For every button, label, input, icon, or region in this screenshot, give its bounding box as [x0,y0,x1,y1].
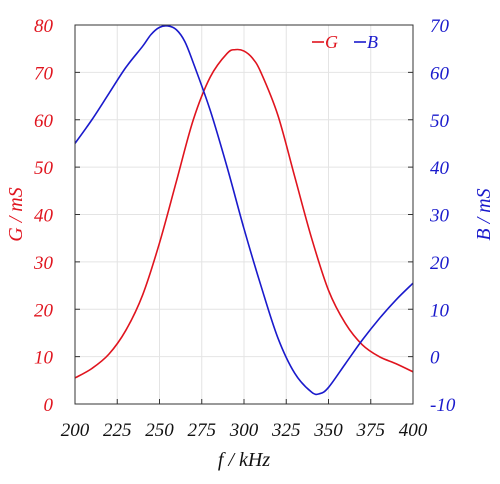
series-line-g [74,48,414,379]
right-tick-label: 50 [430,111,450,132]
x-tick-label: 225 [103,420,132,441]
left-axis-ticks: 0 10 20 30 40 50 60 70 80 [33,16,80,416]
x-tick-label: 375 [356,420,386,441]
x-axis-ticks: 200 225 250 275 300 325 350 375 400 [61,399,428,441]
grid-lines [74,24,414,405]
x-tick-label: 325 [271,420,301,441]
x-axis-label: f / kHz [218,449,270,471]
legend-label-g: G [325,32,338,52]
x-tick-label: 275 [188,420,217,441]
x-tick-label: 350 [313,420,343,441]
x-tick-label: 200 [61,420,90,441]
left-tick-label: 0 [44,395,54,416]
left-tick-label: 10 [34,348,54,369]
right-tick-label: 70 [430,16,450,37]
x-tick-label: 300 [229,420,259,441]
left-tick-label: 60 [34,111,54,132]
left-tick-label: 40 [34,206,54,227]
right-tick-label: 40 [430,158,450,179]
series-group [74,25,414,396]
left-tick-label: 20 [34,300,54,321]
right-tick-label: 60 [430,63,450,84]
x-tick-label: 400 [399,420,428,441]
right-axis-label: B / mS [473,188,495,240]
left-tick-label: 30 [33,253,54,274]
left-tick-label: 50 [34,158,54,179]
series-line-b [74,25,414,396]
right-tick-label: 20 [430,253,450,274]
right-tick-label: 30 [429,206,450,227]
x-tick-label: 250 [145,420,174,441]
right-tick-label: -10 [430,395,456,416]
legend-label-b: B [367,32,378,52]
left-tick-label: 80 [34,16,54,37]
left-axis-label: G / mS [5,187,27,241]
right-tick-label: 0 [430,348,440,369]
right-axis-ticks: -10 0 10 20 30 40 50 60 70 [408,16,456,416]
left-tick-label: 70 [34,63,54,84]
right-tick-label: 10 [430,300,450,321]
